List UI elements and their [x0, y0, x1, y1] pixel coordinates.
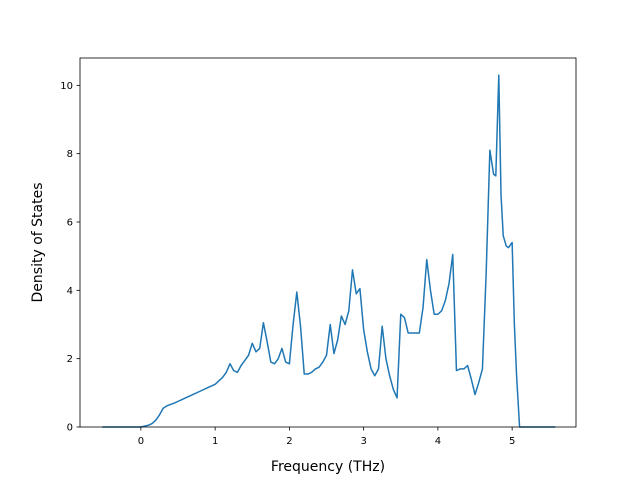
x-tick-label: 2: [286, 436, 292, 447]
x-axis-label: Frequency (THz): [271, 459, 385, 475]
plot-area: [80, 58, 576, 427]
x-tick-label: 4: [435, 436, 441, 447]
y-axis-label: Density of States: [30, 183, 46, 303]
y-tick-label: 8: [67, 149, 73, 160]
data-layer: [102, 74, 556, 428]
x-tick-label: 5: [509, 436, 515, 447]
y-tick-label: 2: [67, 354, 73, 365]
y-tick-label: 10: [60, 81, 73, 92]
ticks-layer: 0 1 2 3 4 5 0 2 4 6 8 10: [60, 81, 515, 447]
x-tick-label: 3: [360, 436, 366, 447]
series-line-0: [102, 74, 556, 428]
x-tick-label: 1: [212, 436, 218, 447]
x-tick-label: 0: [138, 436, 144, 447]
y-tick-label: 0: [67, 423, 73, 434]
y-tick-label: 4: [67, 286, 73, 297]
y-tick-label: 6: [67, 218, 73, 229]
plot-frame: [79, 57, 577, 428]
